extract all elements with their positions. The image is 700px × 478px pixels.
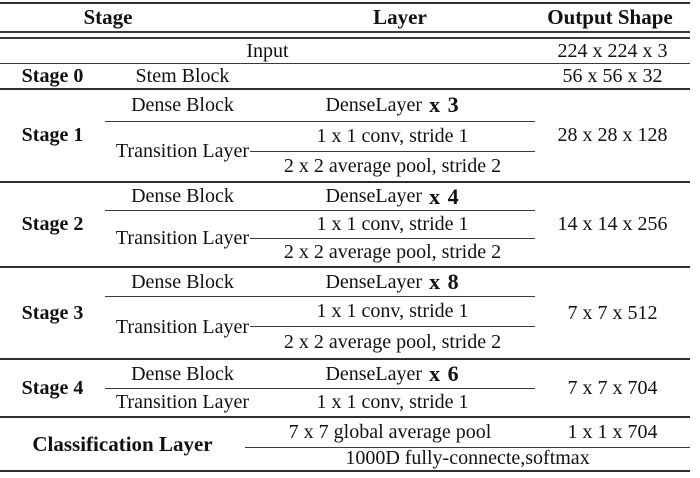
stage2-bottom-rule xyxy=(0,266,690,268)
stage4-dense-layer: DenseLayer x 6 xyxy=(250,360,535,388)
stage2-output: 14 x 14 x 256 xyxy=(557,213,668,235)
stage4-dense-cmidrule xyxy=(105,388,535,390)
stage2-transition-cmidrule xyxy=(250,238,535,240)
stage0-output: 56 x 56 x 32 xyxy=(562,64,663,87)
stage3-conv: 1 x 1 conv, stride 1 xyxy=(316,299,469,322)
top-rule xyxy=(0,2,690,4)
stage0-layer: Stem Block xyxy=(135,64,230,87)
stage3-dense-layer: DenseLayer x 8 xyxy=(250,268,535,296)
stage4-transition-label: Transition Layer xyxy=(115,390,250,413)
stage1-dense-cmidrule xyxy=(105,121,535,123)
stage3-dense-cmidrule xyxy=(105,296,535,298)
stage4-dense-layer-text: DenseLayer xyxy=(325,362,423,385)
bottom-rule xyxy=(0,470,690,472)
stage1-dense-block-label: Dense Block xyxy=(131,93,234,116)
stage2-transition-label: Transition Layer xyxy=(115,226,250,249)
stage3-pool: 2 x 2 average pool, stride 2 xyxy=(283,330,502,353)
header-double-rule-1 xyxy=(0,31,690,33)
stage0-bottom-rule xyxy=(0,88,690,90)
stage2-dense-layer: DenseLayer x 4 xyxy=(250,183,535,210)
column-header-stage: Stage xyxy=(83,4,133,29)
stage3-dense-layer-text: DenseLayer xyxy=(325,270,423,293)
stage1-pool: 2 x 2 average pool, stride 2 xyxy=(283,154,502,177)
column-header-layer: Layer xyxy=(373,4,427,29)
stage3-output: 7 x 7 x 512 xyxy=(567,301,658,324)
stage0-label: Stage 0 xyxy=(21,64,84,87)
stage1-bottom-rule xyxy=(0,181,690,183)
input-row-rule xyxy=(0,63,690,64)
stage3-dense-block-label: Dense Block xyxy=(131,270,234,293)
stage1-output: 28 x 28 x 128 xyxy=(557,124,668,146)
classification-gap-output: 1 x 1 x 704 xyxy=(567,421,658,443)
input-row-label: Input xyxy=(246,39,289,62)
stage3-bottom-rule xyxy=(0,358,690,360)
stage4-output: 7 x 7 x 704 xyxy=(567,376,658,399)
stage4-label: Stage 4 xyxy=(21,376,84,399)
stage2-dense-cmidrule xyxy=(105,210,535,212)
classification-gap: 7 x 7 global average pool xyxy=(288,421,492,443)
input-row-output: 224 x 224 x 3 xyxy=(557,39,668,62)
stage2-label: Stage 2 xyxy=(21,213,84,235)
stage3-transition-cmidrule xyxy=(250,326,535,328)
header-double-rule-2 xyxy=(0,37,690,39)
stage3-transition-label: Transition Layer xyxy=(115,315,250,338)
stage1-transition-cmidrule xyxy=(250,151,535,153)
stage4-conv: 1 x 1 conv, stride 1 xyxy=(316,390,469,413)
stage2-dense-block-label: Dense Block xyxy=(131,185,234,207)
stage4-multiplier: x 6 xyxy=(429,361,460,387)
classification-label: Classification Layer xyxy=(32,431,213,456)
stage1-conv: 1 x 1 conv, stride 1 xyxy=(316,124,469,147)
column-header-output-shape: Output Shape xyxy=(547,4,673,29)
stage2-multiplier: x 4 xyxy=(429,183,460,209)
classification-fc: 1000D fully-connecte,softmax xyxy=(345,447,590,469)
stage1-dense-layer-text: DenseLayer xyxy=(325,93,423,116)
stage2-dense-layer-text: DenseLayer xyxy=(325,185,423,207)
stage1-multiplier: x 3 xyxy=(429,92,460,118)
classification-cmidrule xyxy=(245,447,690,449)
stage1-dense-layer: DenseLayer x 3 xyxy=(250,90,535,120)
stage3-label: Stage 3 xyxy=(21,301,84,324)
stage4-dense-block-label: Dense Block xyxy=(131,362,234,385)
stage4-bottom-rule xyxy=(0,416,690,418)
stage2-conv: 1 x 1 conv, stride 1 xyxy=(316,212,469,235)
stage1-transition-label: Transition Layer xyxy=(115,139,250,162)
stage2-pool: 2 x 2 average pool, stride 2 xyxy=(283,240,502,263)
stage3-multiplier: x 8 xyxy=(429,269,460,295)
stage1-label: Stage 1 xyxy=(21,124,84,146)
